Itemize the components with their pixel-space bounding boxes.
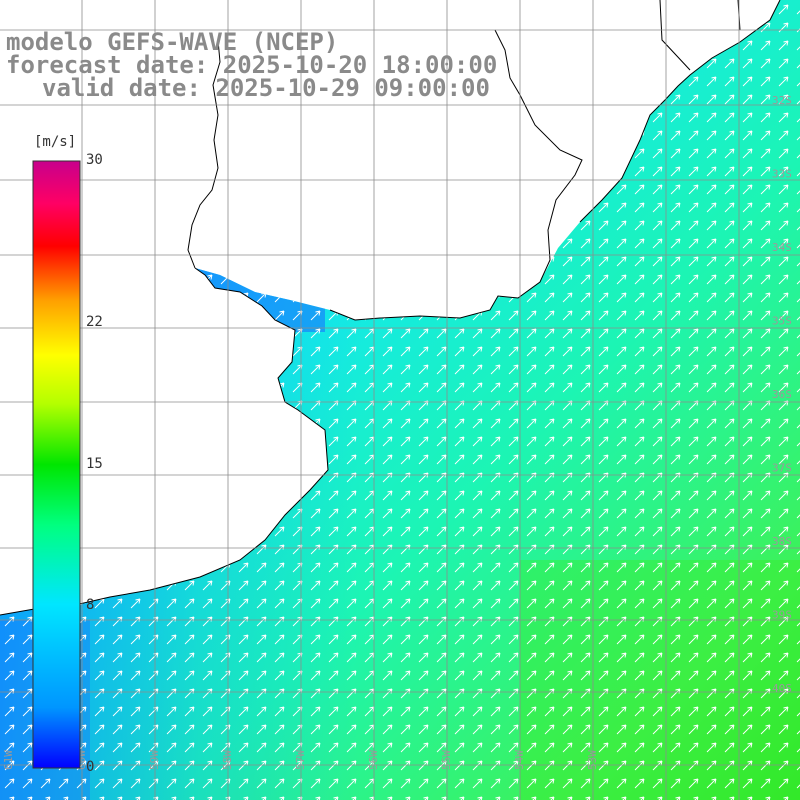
colorbar-tick-label: 0 (86, 759, 95, 775)
lon-label: 57W (294, 750, 307, 770)
colorbar-tick-label: 8 (86, 597, 95, 614)
lat-label: 33S (772, 168, 792, 181)
colorbar-tick-label: 22 (86, 313, 103, 330)
lat-label: 34S (772, 241, 792, 254)
coastline (0, 0, 781, 616)
lat-label: 36S (772, 388, 792, 401)
lon-label: 61W (2, 750, 15, 770)
lon-label: 55W (440, 750, 453, 770)
colorbar-tick-label: 30 (86, 152, 103, 168)
title-forecast-date: forecast date: 2025-10-20 18:00:00 (6, 51, 498, 79)
lat-label: 32S (772, 94, 792, 107)
lon-label: 58W (221, 750, 234, 770)
colorbar-tick-label: 15 (86, 455, 103, 472)
lon-label: 59W (148, 750, 161, 770)
lat-label: 40S (772, 682, 792, 695)
lat-label: 39S (772, 609, 792, 622)
lat-label: 35S (772, 315, 792, 328)
lat-label: 38S (772, 535, 792, 548)
lon-label: 53W (586, 750, 599, 770)
colorbar-unit: [m/s] (34, 134, 77, 150)
lat-label: 37S (772, 462, 792, 475)
lon-label: 56W (367, 750, 380, 770)
colorbar (32, 160, 81, 769)
lon-label: 54W (513, 750, 526, 770)
title-valid-date: valid date: 2025-10-29 09:00:00 (42, 74, 490, 102)
title-model: modelo GEFS-WAVE (NCEP) (6, 28, 339, 56)
